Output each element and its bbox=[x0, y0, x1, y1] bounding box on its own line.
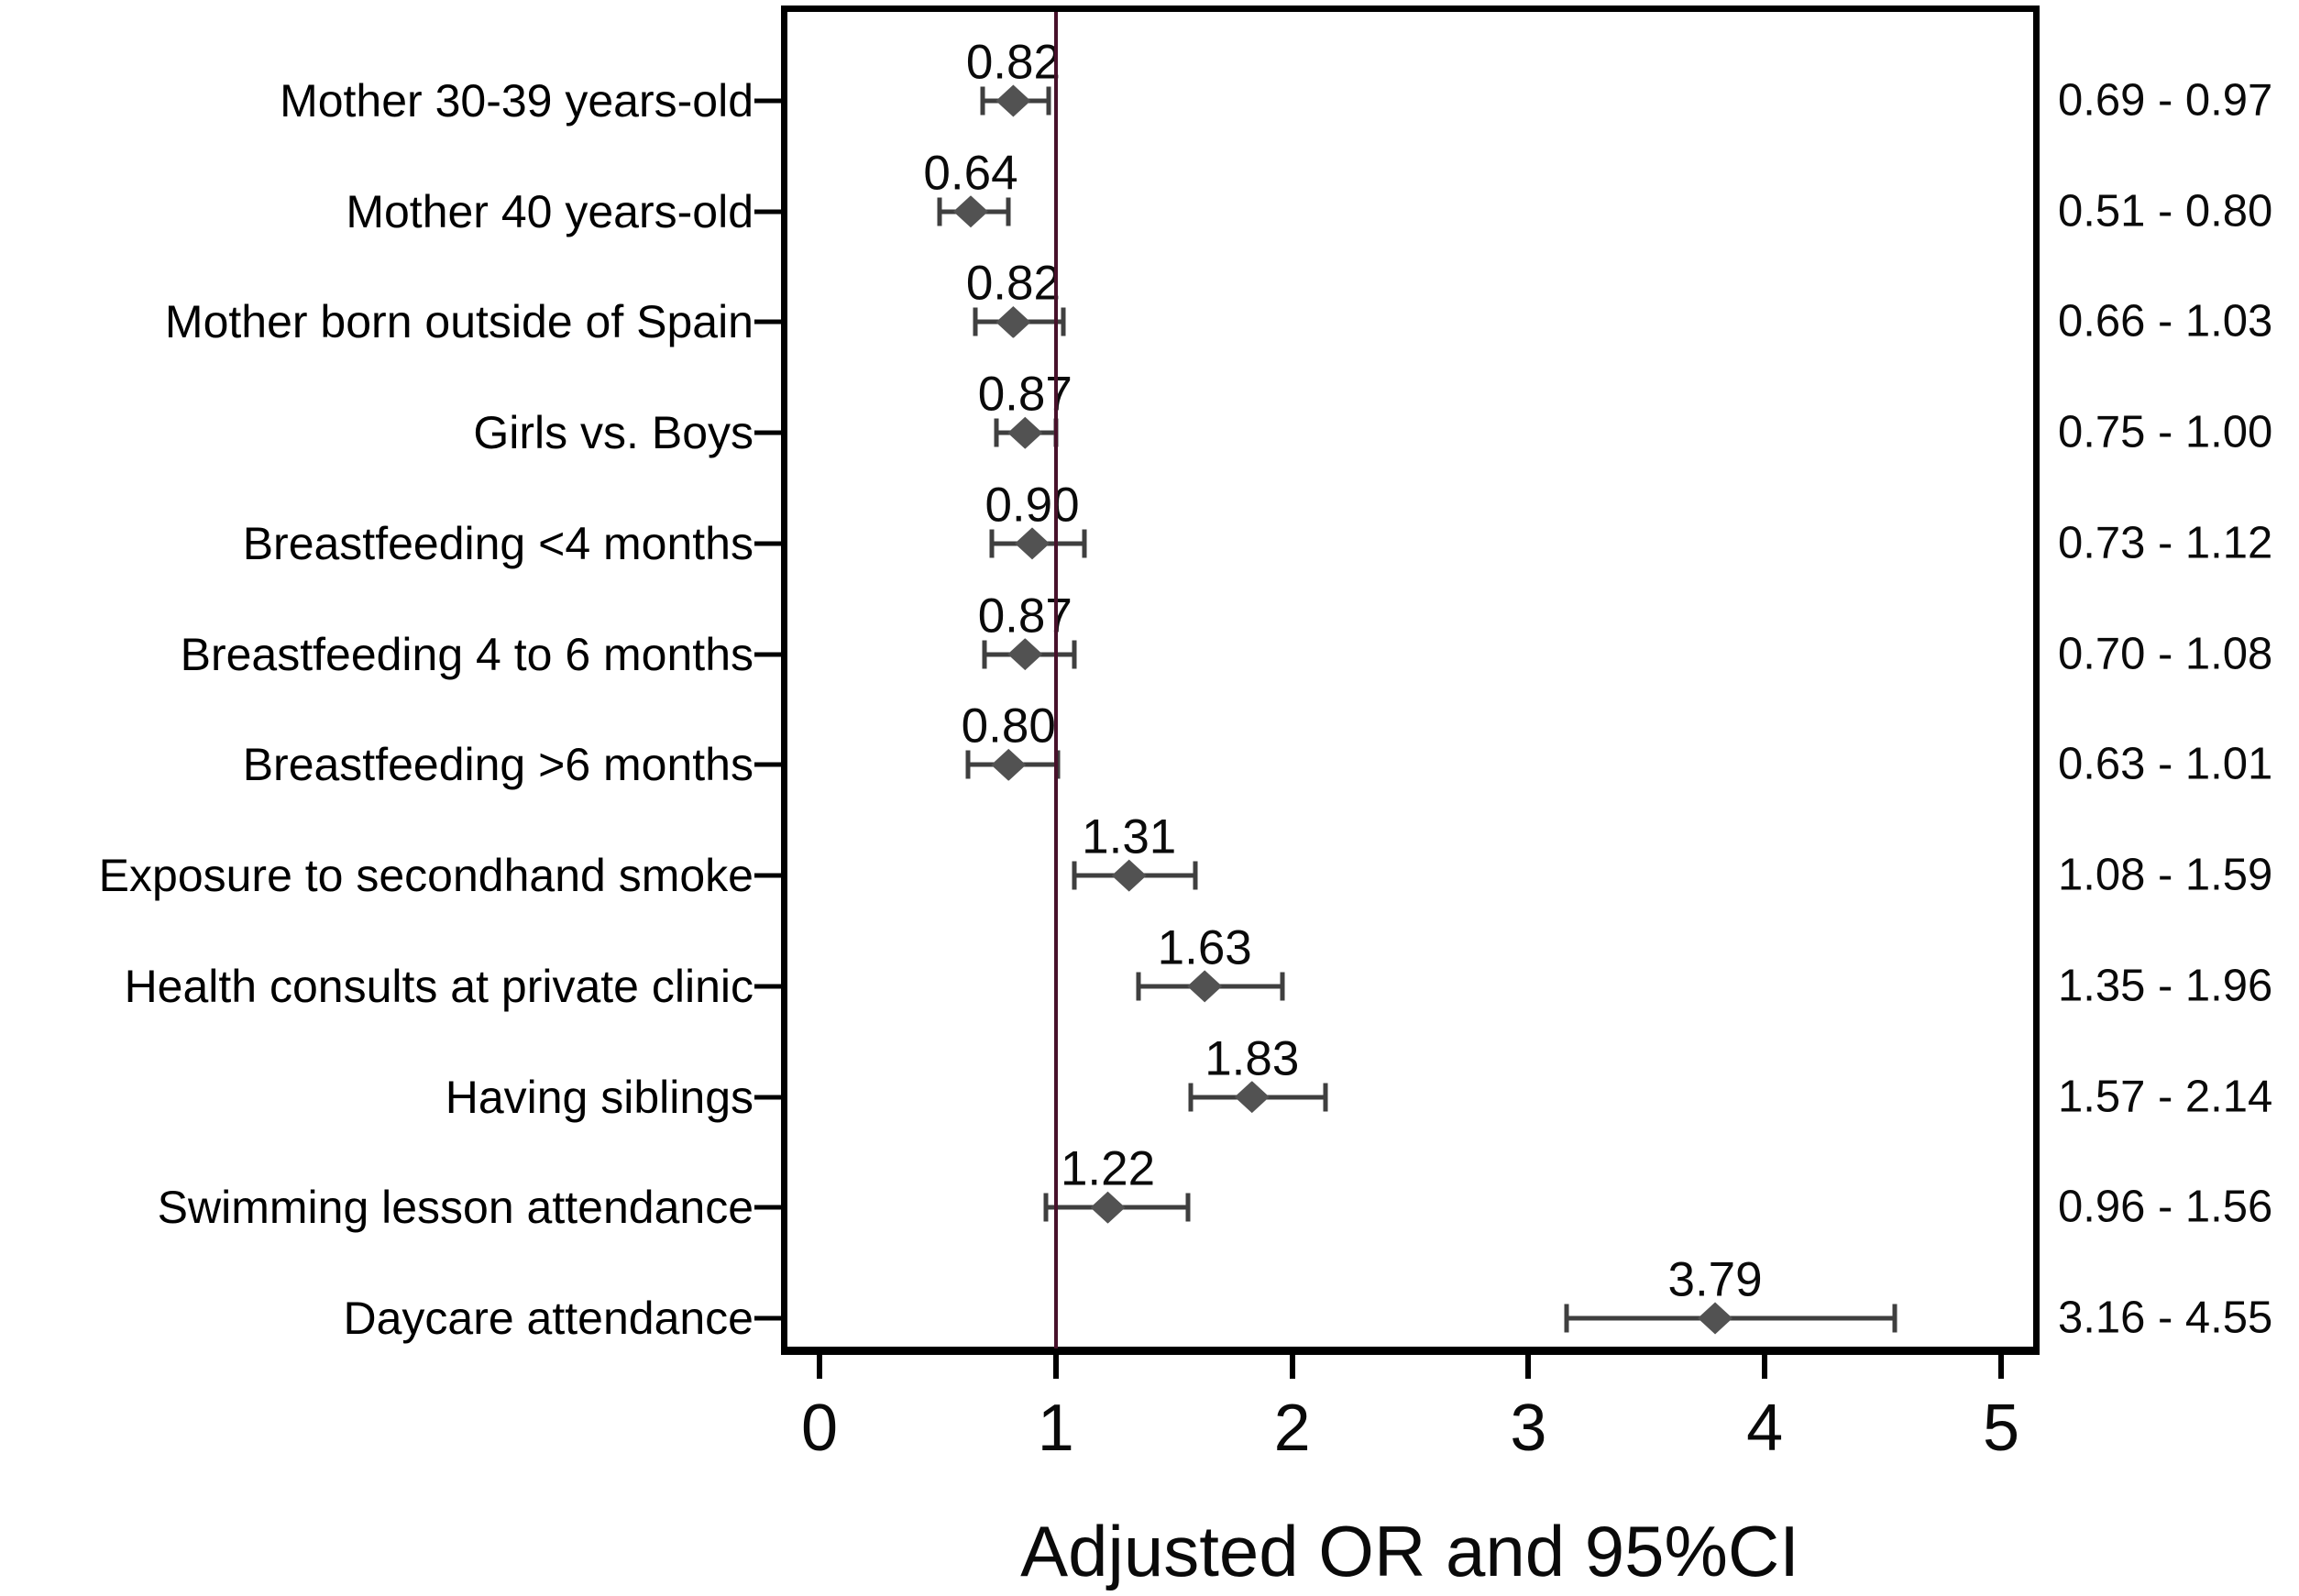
ci-range-label: 1.35 - 1.96 bbox=[2058, 961, 2273, 1011]
y-tick bbox=[754, 541, 781, 546]
y-tick bbox=[754, 1095, 781, 1100]
category-label: Health consults at private clinic bbox=[124, 960, 754, 1012]
y-tick bbox=[754, 652, 781, 657]
x-axis-title: Adjusted OR and 95%CI bbox=[1020, 1511, 1799, 1591]
or-value-label: 0.82 bbox=[965, 256, 1061, 311]
or-value-label: 0.87 bbox=[977, 367, 1072, 422]
ci-upper-cap bbox=[1323, 1083, 1328, 1112]
category-label: Breastfeeding 4 to 6 months bbox=[180, 628, 754, 680]
ci-lower-cap bbox=[1043, 1193, 1049, 1222]
x-tick bbox=[1525, 1355, 1532, 1379]
ci-lower-cap bbox=[982, 640, 987, 669]
x-tick bbox=[1998, 1355, 2004, 1379]
plot-area-border bbox=[781, 6, 2040, 1355]
ci-range-label: 0.66 - 1.03 bbox=[2058, 296, 2273, 347]
ci-range-label: 0.69 - 0.97 bbox=[2058, 75, 2273, 126]
y-tick bbox=[754, 984, 781, 989]
ci-upper-cap bbox=[1061, 307, 1066, 336]
ci-range-label: 0.73 - 1.12 bbox=[2058, 518, 2273, 568]
ci-upper-cap bbox=[1046, 86, 1051, 116]
or-value-label: 1.63 bbox=[1157, 920, 1252, 975]
ci-range-label: 0.96 - 1.56 bbox=[2058, 1182, 2273, 1232]
x-tick-label: 0 bbox=[800, 1392, 839, 1465]
or-value-label: 3.79 bbox=[1667, 1252, 1763, 1307]
or-value-label: 0.80 bbox=[961, 699, 1056, 754]
x-tick-label: 5 bbox=[1982, 1392, 2020, 1465]
or-value-label: 1.31 bbox=[1082, 809, 1177, 864]
y-tick bbox=[754, 319, 781, 325]
or-value-label: 0.87 bbox=[977, 589, 1072, 644]
category-label: Swimming lesson attendance bbox=[157, 1182, 754, 1234]
category-label: Mother 30-39 years-old bbox=[280, 75, 754, 127]
ci-range-label: 1.57 - 2.14 bbox=[2058, 1072, 2273, 1122]
category-label: Daycare attendance bbox=[343, 1293, 754, 1345]
y-tick bbox=[754, 1315, 781, 1321]
ci-lower-cap bbox=[1564, 1304, 1569, 1333]
ci-lower-cap bbox=[1072, 861, 1077, 890]
ci-upper-cap bbox=[1185, 1193, 1191, 1222]
ci-range-label: 0.75 - 1.00 bbox=[2058, 407, 2273, 457]
ci-lower-cap bbox=[1136, 972, 1141, 1001]
x-tick-label: 4 bbox=[1746, 1392, 1784, 1465]
ci-upper-cap bbox=[1892, 1304, 1898, 1333]
ci-lower-cap bbox=[989, 529, 995, 558]
y-tick bbox=[754, 762, 781, 767]
ci-upper-cap bbox=[1006, 197, 1011, 226]
ci-upper-cap bbox=[1193, 861, 1198, 890]
ci-upper-cap bbox=[1082, 529, 1087, 558]
ci-upper-cap bbox=[1072, 640, 1077, 669]
y-tick bbox=[754, 430, 781, 435]
ci-upper-cap bbox=[1280, 972, 1285, 1001]
ci-lower-cap bbox=[1188, 1083, 1194, 1112]
x-tick bbox=[1289, 1355, 1295, 1379]
or-value-label: 0.64 bbox=[923, 146, 1018, 201]
y-tick bbox=[754, 98, 781, 104]
ci-lower-cap bbox=[937, 197, 942, 226]
y-tick bbox=[754, 873, 781, 878]
category-label: Breastfeeding <4 months bbox=[242, 517, 754, 569]
ci-lower-cap bbox=[994, 418, 999, 447]
ci-range-label: 0.63 - 1.01 bbox=[2058, 739, 2273, 789]
x-tick-label: 1 bbox=[1037, 1392, 1074, 1465]
or-value-label: 0.82 bbox=[965, 35, 1061, 90]
ci-range-label: 0.70 - 1.08 bbox=[2058, 629, 2273, 679]
ci-range-label: 3.16 - 4.55 bbox=[2058, 1293, 2273, 1343]
or-value-label: 1.22 bbox=[1060, 1141, 1156, 1196]
or-value-label: 1.83 bbox=[1204, 1031, 1300, 1086]
ci-lower-cap bbox=[965, 750, 971, 779]
x-tick-label: 2 bbox=[1273, 1392, 1311, 1465]
category-label: Mother 40 years-old bbox=[346, 185, 754, 237]
ci-upper-cap bbox=[1055, 750, 1061, 779]
ci-range-label: 0.51 - 0.80 bbox=[2058, 186, 2273, 237]
category-label: Exposure to secondhand smoke bbox=[98, 850, 754, 902]
x-tick bbox=[817, 1355, 822, 1379]
reference-line bbox=[1053, 12, 1058, 1348]
category-label: Girls vs. Boys bbox=[473, 407, 754, 459]
category-label: Breastfeeding >6 months bbox=[242, 739, 754, 791]
x-tick-label: 3 bbox=[1510, 1392, 1547, 1465]
y-tick bbox=[754, 209, 781, 215]
category-label: Having siblings bbox=[445, 1071, 754, 1123]
ci-lower-cap bbox=[980, 86, 985, 116]
x-tick bbox=[1762, 1355, 1768, 1379]
x-tick bbox=[1052, 1355, 1059, 1379]
ci-lower-cap bbox=[973, 307, 978, 336]
or-value-label: 0.90 bbox=[984, 478, 1080, 533]
ci-range-label: 1.08 - 1.59 bbox=[2058, 850, 2273, 900]
y-tick bbox=[754, 1205, 781, 1210]
category-label: Mother born outside of Spain bbox=[164, 296, 754, 348]
